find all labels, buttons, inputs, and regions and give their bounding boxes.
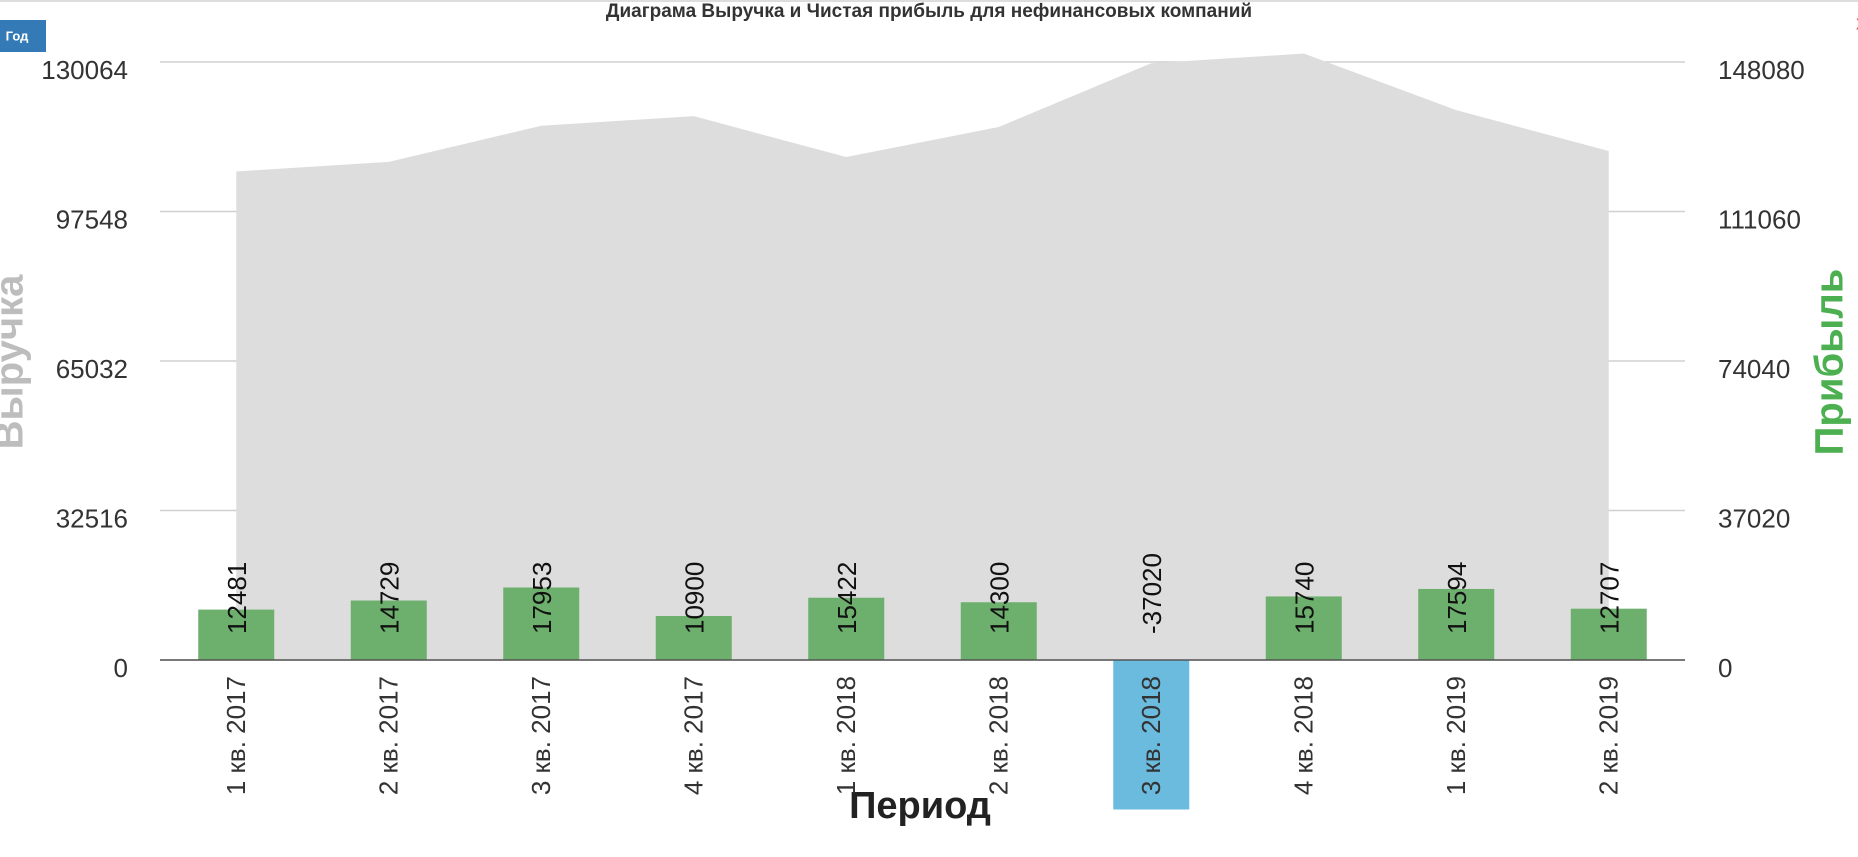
value-label: 17953 <box>527 562 557 634</box>
value-label: 17594 <box>1442 562 1472 634</box>
bar <box>350 600 427 660</box>
value-label: 15740 <box>1290 562 1320 634</box>
bar <box>1265 596 1342 660</box>
value-label: 10900 <box>680 562 710 634</box>
x-tick-label: 1 кв. 2019 <box>1441 676 1471 795</box>
y-tick-label: 32516 <box>56 503 128 533</box>
value-label: 15422 <box>832 562 862 634</box>
bar <box>198 609 275 660</box>
y2-tick-label: 37020 <box>1718 503 1790 533</box>
x-tick-label: 1 кв. 2018 <box>831 676 861 795</box>
y-tick-label: 97548 <box>56 204 128 234</box>
y2-tick-label: 148080 <box>1718 55 1805 85</box>
x-tick-label: 3 кв. 2017 <box>526 676 556 795</box>
y2-tick-label: 111060 <box>1718 204 1801 234</box>
value-label: 14300 <box>985 562 1015 634</box>
y2-axis-title: Прибыль <box>1808 269 1852 456</box>
x-tick-label: 2 кв. 2018 <box>984 676 1014 795</box>
period-button-bg[interactable] <box>0 20 46 52</box>
close-button[interactable]: x <box>1856 12 1858 34</box>
x-tick-label: 4 кв. 2017 <box>679 676 709 795</box>
bar <box>503 587 580 660</box>
bar <box>1570 608 1647 660</box>
bar <box>1418 588 1495 660</box>
x-tick-label: 4 кв. 2018 <box>1289 676 1319 795</box>
bar <box>960 602 1037 660</box>
y-axis-title: Выручка <box>0 274 32 449</box>
revenue-area <box>236 53 1609 661</box>
value-label: 14729 <box>375 562 405 634</box>
value-label: 12707 <box>1595 562 1625 634</box>
bar <box>1113 660 1190 810</box>
bar <box>808 597 885 660</box>
x-axis-title: Период <box>849 785 991 827</box>
chart-title: Диаграма Выручка и Чистая прибыль для не… <box>606 1 1252 22</box>
y2-tick-label: 0 <box>1718 653 1732 683</box>
x-tick-label: 2 кв. 2019 <box>1594 676 1624 795</box>
y2-tick-label: 74040 <box>1718 354 1790 384</box>
x-tick-label: 2 кв. 2017 <box>374 676 404 795</box>
x-tick-label: 3 кв. 2018 <box>1136 676 1166 795</box>
y-tick-label: 130064 <box>41 55 128 85</box>
bar <box>655 615 732 660</box>
period-button[interactable]: Год <box>6 28 29 43</box>
y-tick-label: 0 <box>114 653 128 683</box>
y-tick-label: 65032 <box>56 354 128 384</box>
value-label: 12481 <box>222 562 252 634</box>
x-tick-label: 1 кв. 2017 <box>221 676 251 795</box>
value-label: -37020 <box>1137 553 1167 634</box>
